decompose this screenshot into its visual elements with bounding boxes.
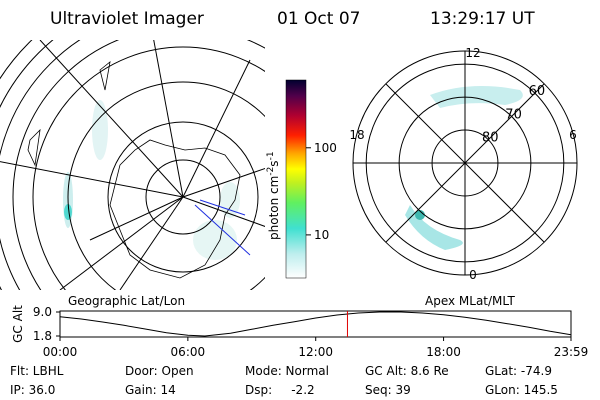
unit-exp: -1 bbox=[266, 151, 276, 160]
info-field: GC Alt: 8.6 Re bbox=[365, 364, 449, 378]
y-tick-label: 9.0 bbox=[33, 305, 52, 319]
lat-ring-label: 80 bbox=[482, 131, 499, 146]
geo-label: Geographic Lat/Lon bbox=[68, 294, 185, 308]
info-field: Seq: 39 bbox=[365, 383, 411, 397]
mag-map bbox=[352, 50, 578, 276]
alt-ylabel: GC Alt bbox=[11, 305, 25, 343]
x-tick-label: 18:00 bbox=[426, 345, 461, 359]
mlt-label: 0 bbox=[469, 268, 477, 282]
mlt-label: 6 bbox=[569, 128, 577, 142]
altitude-line bbox=[59, 311, 572, 337]
info-field: IP: 36.0 bbox=[10, 383, 55, 397]
info-field: Door: Open bbox=[125, 364, 194, 378]
lat-ring bbox=[365, 63, 565, 263]
time: 13:29:17 UT bbox=[430, 9, 535, 29]
title: Ultraviolet Imager bbox=[50, 9, 204, 29]
unit: s bbox=[267, 160, 281, 166]
colorbar bbox=[285, 79, 307, 279]
unit: photon cm bbox=[267, 176, 281, 240]
lat-ring bbox=[398, 96, 532, 230]
info-field: Flt: LBHL bbox=[10, 364, 64, 378]
mlt-label: 18 bbox=[349, 128, 364, 142]
mag-label: Apex MLat/MLT bbox=[425, 294, 515, 308]
lat-ring-label: 70 bbox=[505, 107, 522, 122]
info-field: Gain: 14 bbox=[125, 383, 176, 397]
lat-ring bbox=[431, 129, 499, 197]
info-field: Dsp: -2.2 bbox=[245, 383, 315, 397]
alt-frame bbox=[59, 310, 572, 338]
x-tick-label: 00:00 bbox=[43, 345, 78, 359]
info-field: GLat: -74.9 bbox=[485, 364, 552, 378]
x-tick-label: 23:59 bbox=[554, 345, 589, 359]
colorbar-label: photon cm-2s-1 bbox=[266, 151, 281, 240]
colorbar-tick-label: 100 bbox=[314, 141, 337, 155]
y-tick-label: 1.8 bbox=[33, 329, 52, 343]
mlt-label: 12 bbox=[465, 46, 480, 60]
info-field: GLon: 145.5 bbox=[485, 383, 558, 397]
geo-map bbox=[0, 40, 265, 290]
info-field: Mode: Normal bbox=[245, 364, 329, 378]
x-tick-label: 06:00 bbox=[171, 345, 206, 359]
x-tick-label: 12:00 bbox=[298, 345, 333, 359]
lat-ring-label: 60 bbox=[529, 84, 546, 99]
unit-exp: -2 bbox=[266, 167, 276, 176]
colorbar-tick-label: 10 bbox=[314, 228, 329, 242]
date: 01 Oct 07 bbox=[277, 9, 360, 29]
